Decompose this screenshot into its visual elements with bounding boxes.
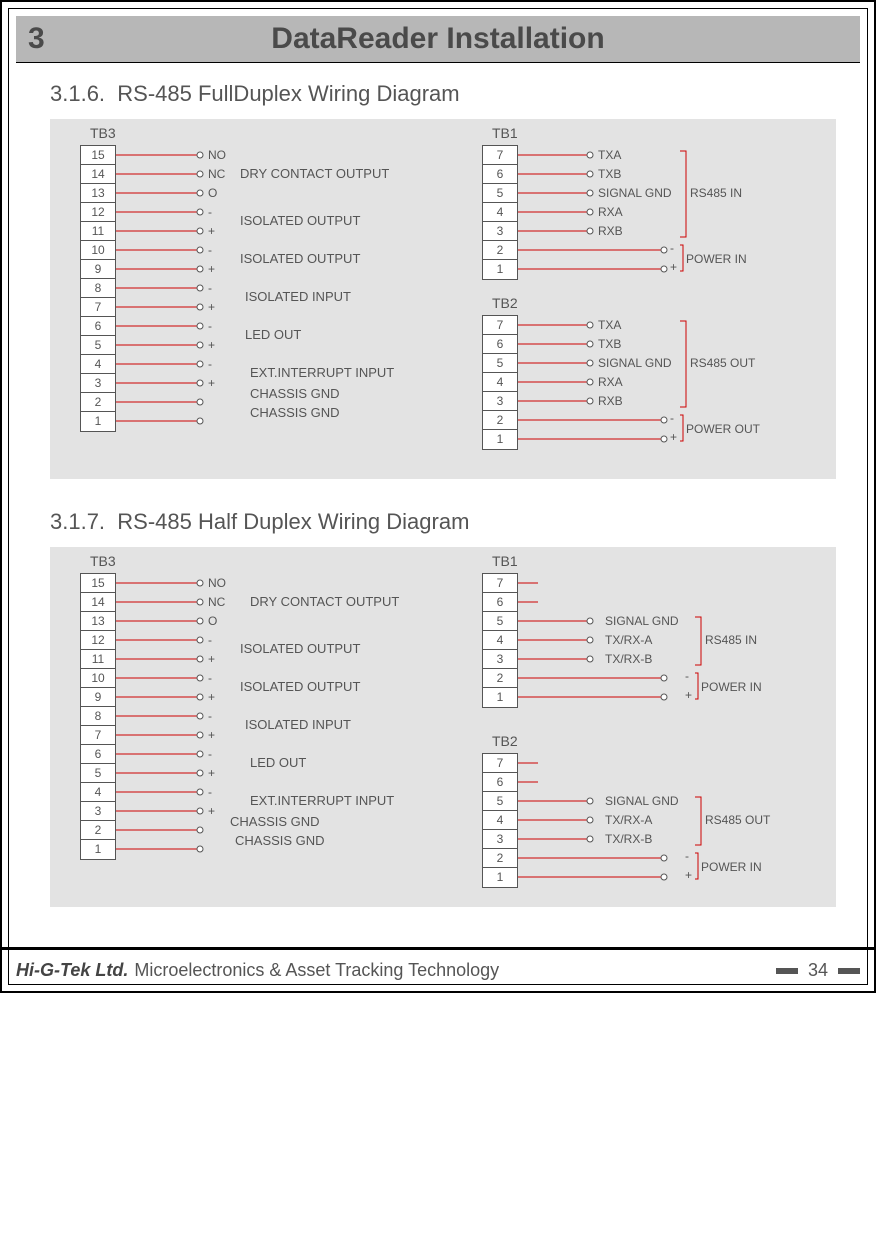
wiring-svg-half: NO NC O - + - + - + - + - + DRY CONTACT OUTPUT ISOLA…	[50, 547, 830, 897]
svg-text:-: -	[208, 357, 212, 371]
svg-text:+: +	[670, 260, 677, 274]
footer-dash-right	[838, 968, 860, 974]
svg-text:-: -	[685, 849, 689, 863]
dry-contact-label: DRY CONTACT OUTPUT	[240, 166, 389, 181]
diagram-fullduplex: TB3 151413121110987654321 TB1 7654321 TB…	[50, 119, 836, 479]
svg-text:+: +	[208, 652, 215, 666]
powerin-label-3: POWER IN	[701, 860, 762, 874]
svg-text:TXB: TXB	[598, 167, 621, 181]
svg-text:O: O	[208, 614, 217, 628]
svg-text:TXB: TXB	[598, 337, 621, 351]
svg-text:TXA: TXA	[598, 318, 621, 332]
svg-text:NO: NO	[208, 576, 226, 590]
svg-text:RXB: RXB	[598, 224, 623, 238]
svg-text:+: +	[208, 728, 215, 742]
chapter-title: DataReader Installation	[28, 22, 848, 56]
svg-text:NC: NC	[208, 595, 226, 609]
rs485in-label: RS485 IN	[690, 186, 742, 200]
svg-text:CHASSIS GND: CHASSIS GND	[235, 833, 325, 848]
footer-tag: Microelectronics & Asset Tracking Techno…	[134, 960, 499, 981]
svg-text:SIGNAL GND: SIGNAL GND	[598, 356, 672, 370]
svg-text:+: +	[208, 804, 215, 818]
powerout-label: POWER OUT	[686, 422, 761, 436]
svg-text:TX/RX-B: TX/RX-B	[605, 652, 652, 666]
footer-dash-left	[776, 968, 798, 974]
svg-text:-: -	[208, 281, 212, 295]
svg-text:+: +	[685, 868, 692, 882]
powerin-label-2: POWER IN	[701, 680, 762, 694]
svg-text:NC: NC	[208, 167, 226, 181]
svg-text:ISOLATED INPUT: ISOLATED INPUT	[245, 717, 351, 732]
svg-text:-: -	[208, 319, 212, 333]
svg-text:TX/RX-A: TX/RX-A	[605, 633, 652, 647]
footer-company: Hi-G-Tek Ltd.	[16, 960, 128, 981]
ext-int-label: EXT.INTERRUPT INPUT	[250, 365, 394, 380]
svg-text:+: +	[208, 766, 215, 780]
footer: Hi-G-Tek Ltd. Microelectronics & Asset T…	[2, 947, 874, 991]
svg-text:TX/RX-A: TX/RX-A	[605, 813, 652, 827]
chapter-header: 3 DataReader Installation	[16, 16, 860, 63]
svg-text:-: -	[208, 243, 212, 257]
svg-text:RXA: RXA	[598, 205, 623, 219]
svg-text:NO: NO	[208, 148, 226, 162]
cgnd1-label: CHASSIS GND	[250, 386, 340, 401]
diagram-halfduplex: TB3 151413121110987654321 TB1 7654321 TB…	[50, 547, 836, 907]
svg-text:-: -	[208, 205, 212, 219]
led-out-label: LED OUT	[245, 327, 301, 342]
svg-text:-: -	[208, 709, 212, 723]
svg-text:ISOLATED OUTPUT: ISOLATED OUTPUT	[240, 641, 360, 656]
svg-text:-: -	[685, 669, 689, 683]
svg-text:ISOLATED OUTPUT: ISOLATED OUTPUT	[240, 679, 360, 694]
svg-text:EXT.INTERRUPT INPUT: EXT.INTERRUPT INPUT	[250, 793, 394, 808]
svg-text:+: +	[208, 338, 215, 352]
svg-text:SIGNAL GND: SIGNAL GND	[605, 614, 679, 628]
powerin-label: POWER IN	[686, 252, 747, 266]
svg-text:-: -	[670, 241, 674, 255]
section-title-2: 3.1.7. RS-485 Half Duplex Wiring Diagram	[50, 509, 856, 535]
page: 3 DataReader Installation 3.1.6. RS-485 …	[0, 0, 876, 993]
svg-text:+: +	[685, 688, 692, 702]
wiring-svg-full: NO NC O - + - + - + - + - + DRY CONTACT OUTPUT ISOLA…	[50, 119, 830, 459]
footer-page: 34	[808, 960, 828, 981]
svg-text:+: +	[208, 262, 215, 276]
svg-text:+: +	[670, 430, 677, 444]
iso-in-label: ISOLATED INPUT	[245, 289, 351, 304]
section-title-1: 3.1.6. RS-485 FullDuplex Wiring Diagram	[50, 81, 856, 107]
iso-out2-label: ISOLATED OUTPUT	[240, 251, 360, 266]
svg-text:+: +	[208, 690, 215, 704]
svg-text:TXA: TXA	[598, 148, 621, 162]
svg-text:LED OUT: LED OUT	[250, 755, 306, 770]
rs485out-label-2: RS485 OUT	[705, 813, 771, 827]
svg-text:RXB: RXB	[598, 394, 623, 408]
svg-text:RXA: RXA	[598, 375, 623, 389]
rs485in-label-2: RS485 IN	[705, 633, 757, 647]
svg-text:+: +	[208, 376, 215, 390]
svg-text:O: O	[208, 186, 217, 200]
svg-text:DRY CONTACT OUTPUT: DRY CONTACT OUTPUT	[250, 594, 399, 609]
svg-text:SIGNAL GND: SIGNAL GND	[598, 186, 672, 200]
svg-text:+: +	[208, 300, 215, 314]
svg-text:-: -	[670, 411, 674, 425]
svg-text:CHASSIS GND: CHASSIS GND	[230, 814, 320, 829]
svg-text:TX/RX-B: TX/RX-B	[605, 832, 652, 846]
cgnd2-label: CHASSIS GND	[250, 405, 340, 420]
svg-text:-: -	[208, 785, 212, 799]
svg-text:+: +	[208, 224, 215, 238]
rs485out-label: RS485 OUT	[690, 356, 756, 370]
svg-text:-: -	[208, 633, 212, 647]
iso-out1-label: ISOLATED OUTPUT	[240, 213, 360, 228]
svg-text:-: -	[208, 747, 212, 761]
svg-text:SIGNAL GND: SIGNAL GND	[605, 794, 679, 808]
svg-text:-: -	[208, 671, 212, 685]
